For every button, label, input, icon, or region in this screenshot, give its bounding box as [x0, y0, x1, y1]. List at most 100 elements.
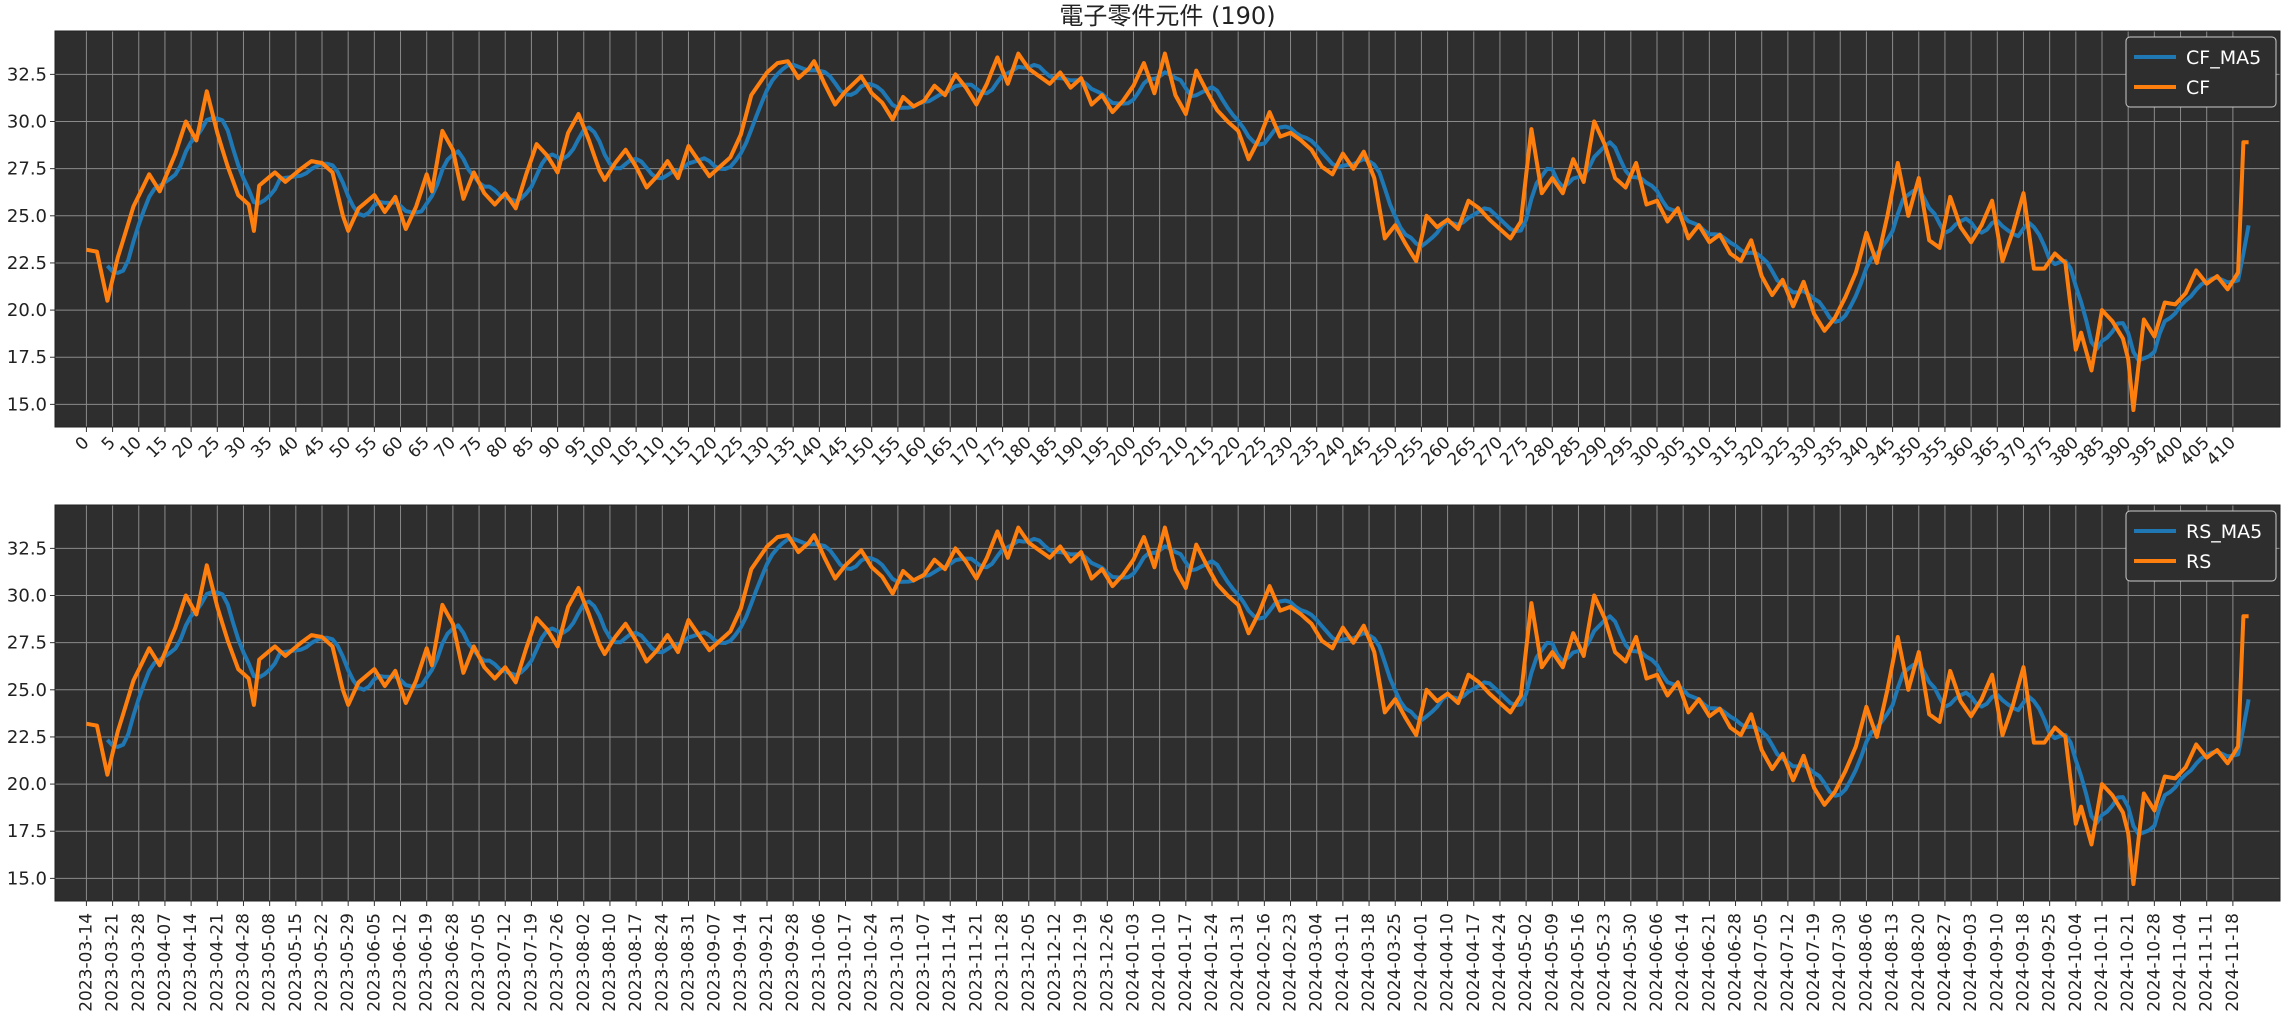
x-tick-label: 2023-06-12 — [391, 913, 411, 1012]
x-tick-label: 2023-07-05 — [469, 913, 489, 1012]
x-tick-label: 0 — [72, 433, 94, 455]
series-line-rs-ma5 — [105, 536, 2251, 837]
y-tick-label: 27.5 — [7, 633, 47, 654]
x-tick-label: 90 — [535, 433, 564, 462]
x-tick-label: 80 — [483, 433, 512, 462]
x-tick-label: 2024-10-11 — [2092, 913, 2112, 1012]
x-tick-label: 2024-02-16 — [1254, 913, 1274, 1012]
x-tick-label: 2024-04-24 — [1490, 913, 1510, 1012]
x-tick-label: 30 — [221, 433, 250, 462]
x-tick-label: 2024-07-19 — [1804, 913, 1824, 1012]
x-tick-label: 85 — [509, 433, 538, 462]
plot-area — [55, 505, 2280, 901]
x-tick-label: 2024-08-13 — [1883, 913, 1903, 1012]
x-tick-label: 2023-07-26 — [548, 913, 568, 1012]
y-tick-label: 20.0 — [7, 774, 47, 795]
x-tick-label: 65 — [404, 433, 433, 462]
x-tick-label: 2024-07-05 — [1752, 913, 1772, 1012]
x-tick-label: 2024-09-25 — [2040, 913, 2060, 1012]
x-tick-label: 2024-05-30 — [1621, 913, 1641, 1012]
legend-box — [2125, 36, 2277, 108]
x-tick-label: 25 — [195, 433, 224, 462]
x-tick-label: 2024-09-10 — [1987, 913, 2007, 1012]
x-tick-label: 2023-09-14 — [731, 913, 751, 1012]
chart-title: 電子零件元件 (190) — [1059, 2, 1275, 30]
legend-box — [2125, 510, 2277, 582]
y-tick-label: 17.5 — [7, 821, 47, 842]
x-tick-label: 2023-09-21 — [757, 913, 777, 1012]
x-tick-label: 2023-12-12 — [1045, 913, 1065, 1012]
x-tick-label: 2024-04-17 — [1464, 913, 1484, 1012]
y-tick-label: 30.0 — [7, 112, 47, 133]
x-tick-label: 2024-09-03 — [1961, 913, 1981, 1012]
y-tick-label: 32.5 — [7, 538, 47, 559]
x-tick-label: 2024-01-31 — [1228, 913, 1248, 1012]
x-tick-label: 2023-08-10 — [600, 913, 620, 1012]
x-tick-label: 2024-03-11 — [1333, 913, 1353, 1012]
x-tick-label: 2023-04-07 — [155, 913, 175, 1012]
x-tick-label: 2023-11-14 — [940, 913, 960, 1012]
legend-label: CF — [2186, 77, 2210, 99]
x-tick-label: 2024-01-03 — [1123, 913, 1143, 1012]
x-tick-label: 75 — [457, 433, 486, 462]
x-tick-label: 2024-11-04 — [2171, 913, 2191, 1012]
x-tick-label: 2024-06-21 — [1699, 913, 1719, 1012]
x-tick-label: 2024-08-27 — [1935, 913, 1955, 1012]
x-tick-label: 2023-11-21 — [966, 913, 986, 1012]
series-line-cf — [86, 51, 2249, 412]
y-tick-label: 25.0 — [7, 680, 47, 701]
series-line-cf-ma5 — [105, 62, 2251, 363]
legend: CF_MA5 CF — [2125, 36, 2277, 108]
x-tick-label: 2024-03-04 — [1307, 913, 1327, 1012]
x-tick-label: 2024-01-24 — [1202, 913, 1222, 1012]
x-tick-label: 2023-07-19 — [521, 913, 541, 1012]
x-tick-label: 2023-06-19 — [417, 913, 437, 1012]
x-tick-label: 2023-11-28 — [993, 913, 1013, 1012]
series-line-rs — [86, 525, 2249, 886]
x-tick-label: 2023-12-26 — [1097, 913, 1117, 1012]
x-tick-label: 2023-10-17 — [836, 913, 856, 1012]
x-tick-label: 2023-03-21 — [103, 913, 123, 1012]
x-tick-label: 15 — [143, 433, 172, 462]
y-tick-label: 17.5 — [7, 347, 47, 368]
x-tick-label: 2023-07-12 — [495, 913, 515, 1012]
y-tick-label: 20.0 — [7, 300, 47, 321]
x-tick-label: 2023-10-31 — [888, 913, 908, 1012]
legend-label: RS_MA5 — [2186, 521, 2262, 543]
y-tick-label: 32.5 — [7, 64, 47, 85]
x-tick-label: 2023-09-28 — [783, 913, 803, 1012]
x-tick-label: 2024-05-02 — [1516, 913, 1536, 1012]
x-tick-label: 2024-03-18 — [1359, 913, 1379, 1012]
x-tick-label: 2024-04-10 — [1438, 913, 1458, 1012]
x-tick-label: 60 — [378, 433, 407, 462]
x-tick-label: 10 — [116, 433, 145, 462]
x-tick-label: 2024-05-23 — [1595, 913, 1615, 1012]
x-tick-label: 2023-05-29 — [338, 913, 358, 1012]
y-tick-label: 22.5 — [7, 253, 47, 274]
plot-area — [55, 31, 2280, 427]
x-tick-label: 2024-04-01 — [1411, 913, 1431, 1012]
x-tick-label: 2023-08-24 — [652, 913, 672, 1012]
x-tick-label: 20 — [169, 433, 198, 462]
x-tick-label: 50 — [326, 433, 355, 462]
x-tick-label: 2023-05-08 — [260, 913, 280, 1012]
x-tick-label: 40 — [273, 433, 302, 462]
x-tick-label: 5 — [98, 433, 120, 455]
axes-frame — [54, 504, 2281, 902]
x-tick-label: 2023-05-22 — [312, 913, 332, 1012]
x-tick-label: 2023-08-17 — [626, 913, 646, 1012]
x-tick-label: 2024-07-30 — [1830, 913, 1850, 1012]
x-tick-label: 2024-10-04 — [2066, 913, 2086, 1012]
x-tick-label: 2023-03-28 — [129, 913, 149, 1012]
y-tick-label: 15.0 — [7, 868, 47, 889]
x-tick-label: 2023-12-05 — [1019, 913, 1039, 1012]
x-tick-label: 2024-06-28 — [1726, 913, 1746, 1012]
x-tick-label: 2024-03-25 — [1385, 913, 1405, 1012]
x-tick-label: 2023-08-02 — [574, 913, 594, 1012]
legend-label: CF_MA5 — [2186, 47, 2261, 69]
x-tick-label: 2024-11-18 — [2223, 913, 2243, 1012]
legend-label: RS — [2186, 551, 2211, 573]
x-tick-label: 2024-10-21 — [2118, 913, 2138, 1012]
x-tick-label: 2023-06-28 — [443, 913, 463, 1012]
